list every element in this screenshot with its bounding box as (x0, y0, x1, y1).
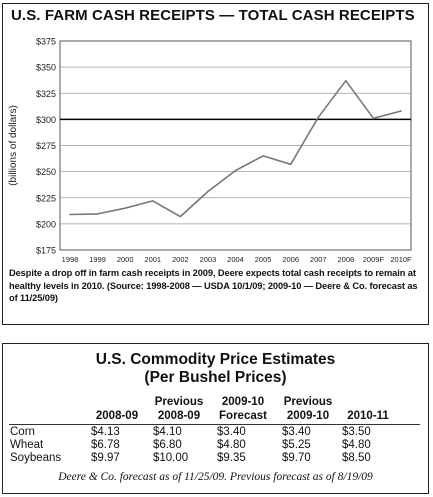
column-header: 2008-09 (85, 396, 149, 423)
row-label: Corn (10, 426, 35, 438)
x-tick-label: 2006 (282, 255, 299, 264)
x-tick-label: 2010F (390, 255, 412, 264)
table-cell: $3.40 (282, 426, 311, 438)
table-title-line1: U.S. Commodity Price Estimates (95, 351, 336, 368)
x-tick-label: 2002 (172, 255, 189, 264)
x-tick-label: 2001 (144, 255, 161, 264)
column-header: Previous 2009-10 (276, 396, 340, 423)
x-tick-label: 2007 (310, 255, 327, 264)
data-point (262, 155, 264, 157)
y-tick-label: $375 (36, 37, 56, 47)
x-tick-label: 1998 (62, 255, 79, 264)
data-point (151, 200, 154, 202)
line-chart: $175 $200 $225 $250 $275 $300 $325 $350 $375 1998… (8, 37, 412, 265)
chart-title: U.S. FARM CASH RECEIPTS — TOTAL CASH REC… (11, 7, 415, 24)
y-axis-label: (billions of dollars) (8, 105, 19, 186)
table-cell: $4.10 (153, 426, 182, 438)
data-point (69, 213, 71, 216)
row-label: Wheat (10, 439, 44, 451)
commodity-price-table-panel: U.S. Commodity Price Estimates (Per Bush… (2, 343, 429, 494)
data-point (289, 163, 292, 166)
y-tick-label: $175 (36, 246, 56, 256)
data-point (96, 213, 99, 215)
table-footnote: Deere & Co. forecast as of 11/25/09. Pre… (58, 471, 373, 483)
column-header-line1: 2009-10 (221, 396, 265, 408)
column-header-line1 (85, 396, 149, 410)
x-tick-label: 1999 (89, 255, 106, 264)
table-cell: $4.80 (342, 439, 371, 451)
column-header-line2: 2008-09 (157, 409, 201, 422)
table-cell: $8.50 (342, 452, 371, 464)
y-tick-label: $250 (36, 167, 56, 177)
x-tick-label: 2009F (363, 255, 385, 264)
column-header: Previous 2008-09 (147, 396, 211, 423)
x-tick-label: 2008 (337, 255, 354, 264)
x-tick-label: 2000 (117, 255, 134, 264)
data-point (317, 116, 320, 119)
data-point (400, 110, 402, 112)
y-tick-label: $200 (36, 219, 56, 229)
column-header-line2: Forecast (219, 409, 267, 422)
x-tick-label: 2004 (227, 255, 244, 264)
chart-caption: Despite a drop off in farm cash receipts… (9, 268, 418, 304)
column-header-line2: 2010-11 (347, 409, 389, 422)
table-cell: $4.13 (91, 426, 120, 438)
row-label: Soybeans (10, 452, 62, 464)
data-point (372, 117, 375, 120)
table-cell: $3.40 (217, 426, 246, 438)
table-cell: $6.80 (153, 439, 182, 451)
data-point (207, 190, 209, 193)
table-cell: $10.00 (153, 452, 189, 464)
cash-receipts-chart-panel: U.S. FARM CASH RECEIPTS — TOTAL CASH REC… (2, 3, 429, 325)
y-tick-label: $275 (36, 141, 56, 151)
y-tick-label: $325 (36, 89, 56, 99)
series-line-cash-receipts (69, 79, 402, 218)
column-header-line1: Previous (154, 396, 204, 408)
table-cell: $9.70 (282, 452, 311, 464)
table-cell: $9.97 (91, 452, 120, 464)
table-title-line2: (Per Bushel Prices) (144, 369, 287, 386)
y-tick-label: $225 (36, 193, 56, 203)
x-tick-label: 2003 (200, 255, 217, 264)
table-cell: $5.25 (282, 439, 311, 451)
column-header-line1 (336, 396, 400, 410)
column-header-line2: 2008-09 (95, 409, 139, 422)
header-rule (9, 424, 420, 425)
x-tick-label: 2005 (255, 255, 272, 264)
data-point (179, 215, 182, 218)
column-header-line2: 2009-10 (286, 409, 330, 422)
y-tick-label: $300 (36, 115, 56, 125)
table-cell: $6.78 (91, 439, 120, 451)
table-title: U.S. Commodity Price Estimates (Per Bush… (3, 351, 428, 387)
column-header: 2009-10 Forecast (211, 396, 275, 423)
column-header: 2010-11 (336, 396, 400, 423)
table-cell: $4.80 (217, 439, 246, 451)
data-point (234, 169, 237, 172)
column-header-line1: Previous (283, 396, 333, 408)
data-point (345, 79, 347, 82)
y-tick-label: $350 (36, 63, 56, 73)
table-cell: $9.35 (217, 452, 246, 464)
data-point (124, 207, 126, 209)
table-cell: $3.50 (342, 426, 371, 438)
